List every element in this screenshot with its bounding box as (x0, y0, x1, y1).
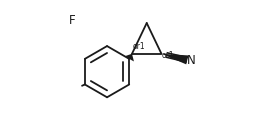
Text: N: N (186, 54, 195, 67)
Text: or1: or1 (162, 51, 175, 60)
Text: or1: or1 (132, 42, 145, 51)
Text: F: F (69, 14, 76, 27)
Polygon shape (162, 54, 188, 64)
Polygon shape (125, 54, 134, 61)
